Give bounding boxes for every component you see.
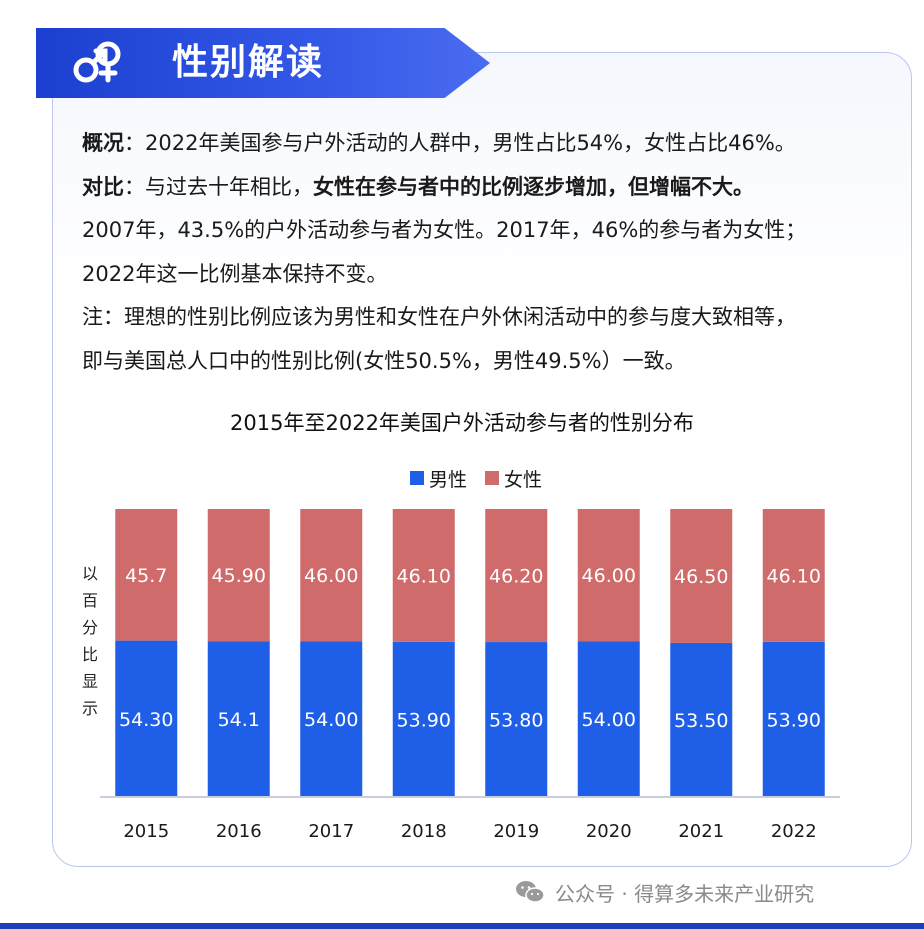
- data-label-male-2018: 53.90: [397, 709, 451, 731]
- wechat-icon: [516, 881, 545, 903]
- comparison-line: 对比：与过去十年相比，女性在参与者中的比例逐步增加，但增幅不大。: [82, 174, 754, 199]
- bar-female-2018: [392, 509, 455, 642]
- chart-title: 2015年至2022年美国户外活动参与者的性别分布: [230, 411, 694, 435]
- page-title: 性别解读: [172, 42, 325, 83]
- legend-item-female: 女性: [485, 465, 542, 492]
- y-axis-label-char: 比: [81, 645, 98, 664]
- bar-female-2021: [670, 509, 733, 643]
- data-label-female-2018: 46.10: [397, 565, 451, 587]
- x-tick-label-2016: 2016: [216, 821, 262, 842]
- legend-swatch-female: [485, 471, 500, 485]
- bottom-bar: [0, 923, 924, 929]
- y-axis-label-char: 以: [81, 564, 98, 583]
- legend-label-female: 女性: [504, 468, 543, 491]
- data-label-female-2015: 45.7: [125, 565, 167, 587]
- history-line-1: 2007年，43.5%的户外活动参与者为女性。2017年，46%的参与者为女性；: [82, 218, 807, 242]
- data-label-male-2020: 54.00: [582, 709, 636, 731]
- data-label-male-2015: 54.30: [119, 709, 173, 731]
- data-label-male-2017: 54.00: [304, 709, 358, 731]
- gender-symbol-icon: [73, 41, 121, 83]
- x-tick-label-2015: 2015: [123, 821, 169, 842]
- bar-male-2019: [485, 642, 548, 797]
- data-label-male-2021: 53.50: [674, 710, 728, 732]
- legend-swatch-male: [410, 471, 424, 485]
- x-tick-label-2018: 2018: [401, 821, 447, 842]
- data-label-female-2021: 46.50: [674, 566, 728, 588]
- overview-line: 概况：2022年美国参与户外活动的人群中，男性占比54%，女性占比46%。: [82, 131, 796, 155]
- footer-source: 公众号 · 得算多未来产业研究: [515, 877, 814, 907]
- bar-male-2016: [207, 641, 270, 797]
- bar-female-2017: [300, 509, 363, 642]
- data-label-female-2020: 46.00: [582, 565, 636, 587]
- bar-male-2022: [762, 641, 825, 797]
- chart-legend: 男性 女性: [410, 465, 560, 491]
- data-label-female-2016: 45.90: [212, 565, 266, 587]
- y-axis-label-char: 百: [81, 591, 98, 610]
- bar-female-2015: [115, 509, 178, 641]
- footer-text: 公众号 · 得算多未来产业研究: [555, 881, 815, 906]
- x-tick-label-2022: 2022: [771, 821, 817, 842]
- data-label-male-2016: 54.1: [218, 709, 260, 731]
- description-text: 概况：2022年美国参与户外活动的人群中，男性占比54%，女性占比46%。 对比…: [82, 122, 912, 383]
- data-label-female-2022: 46.10: [767, 565, 821, 587]
- data-label-male-2022: 53.90: [767, 709, 821, 731]
- legend-item-male: 男性: [410, 465, 467, 492]
- bar-male-2017: [300, 641, 363, 797]
- data-label-male-2019: 53.80: [489, 710, 543, 732]
- y-axis-label: 以百分比显示: [80, 560, 100, 722]
- bar-male-2018: [392, 641, 455, 797]
- data-label-female-2017: 46.00: [304, 565, 358, 587]
- note-line-1: 注：理想的性别比例应该为男性和女性在户外休闲活动中的参与度大致相等，: [82, 305, 796, 329]
- note-line-2: 即与美国总人口中的性别比例(女性50.5%，男性49.5%）一致。: [82, 348, 686, 373]
- bar-male-2020: [577, 641, 640, 797]
- x-tick-label-2020: 2020: [586, 821, 632, 842]
- bar-male-2021: [670, 642, 733, 797]
- y-axis-label-char: 显: [81, 672, 98, 691]
- bar-female-2022: [762, 509, 825, 642]
- y-axis-label-char: 分: [81, 618, 98, 637]
- bar-female-2019: [485, 509, 548, 643]
- y-axis-label-char: 示: [81, 699, 98, 718]
- legend-label-male: 男性: [429, 468, 468, 491]
- bar-female-2016: [207, 509, 270, 642]
- x-tick-label-2017: 2017: [308, 821, 354, 842]
- x-tick-label-2019: 2019: [493, 821, 539, 842]
- x-tick-label-2021: 2021: [678, 821, 724, 842]
- data-label-female-2019: 46.20: [489, 566, 543, 588]
- history-line-2: 2022年这一比例基本保持不变。: [82, 261, 388, 286]
- bar-male-2015: [115, 640, 178, 797]
- bar-female-2020: [577, 509, 640, 642]
